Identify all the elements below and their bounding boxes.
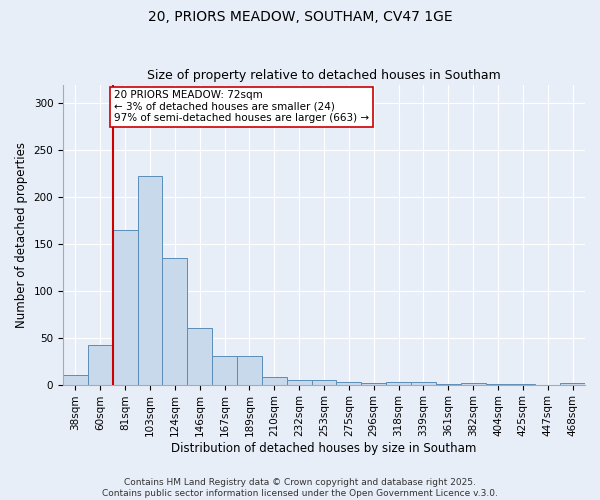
Bar [212,356,237,384]
Bar [361,382,386,384]
Text: 20, PRIORS MEADOW, SOUTHAM, CV47 1GE: 20, PRIORS MEADOW, SOUTHAM, CV47 1GE [148,10,452,24]
Bar [63,375,88,384]
Bar [163,258,187,384]
Bar [113,230,137,384]
Bar [337,382,361,384]
Bar [560,382,585,384]
Text: Contains HM Land Registry data © Crown copyright and database right 2025.
Contai: Contains HM Land Registry data © Crown c… [102,478,498,498]
Bar [311,380,337,384]
Bar [287,380,311,384]
Y-axis label: Number of detached properties: Number of detached properties [15,142,28,328]
Bar [461,382,485,384]
Bar [262,377,287,384]
Bar [411,382,436,384]
Title: Size of property relative to detached houses in Southam: Size of property relative to detached ho… [147,69,501,82]
Text: 20 PRIORS MEADOW: 72sqm
← 3% of detached houses are smaller (24)
97% of semi-det: 20 PRIORS MEADOW: 72sqm ← 3% of detached… [114,90,369,124]
Bar [386,382,411,384]
X-axis label: Distribution of detached houses by size in Southam: Distribution of detached houses by size … [172,442,477,455]
Bar [137,176,163,384]
Bar [237,356,262,384]
Bar [88,345,113,385]
Bar [187,328,212,384]
